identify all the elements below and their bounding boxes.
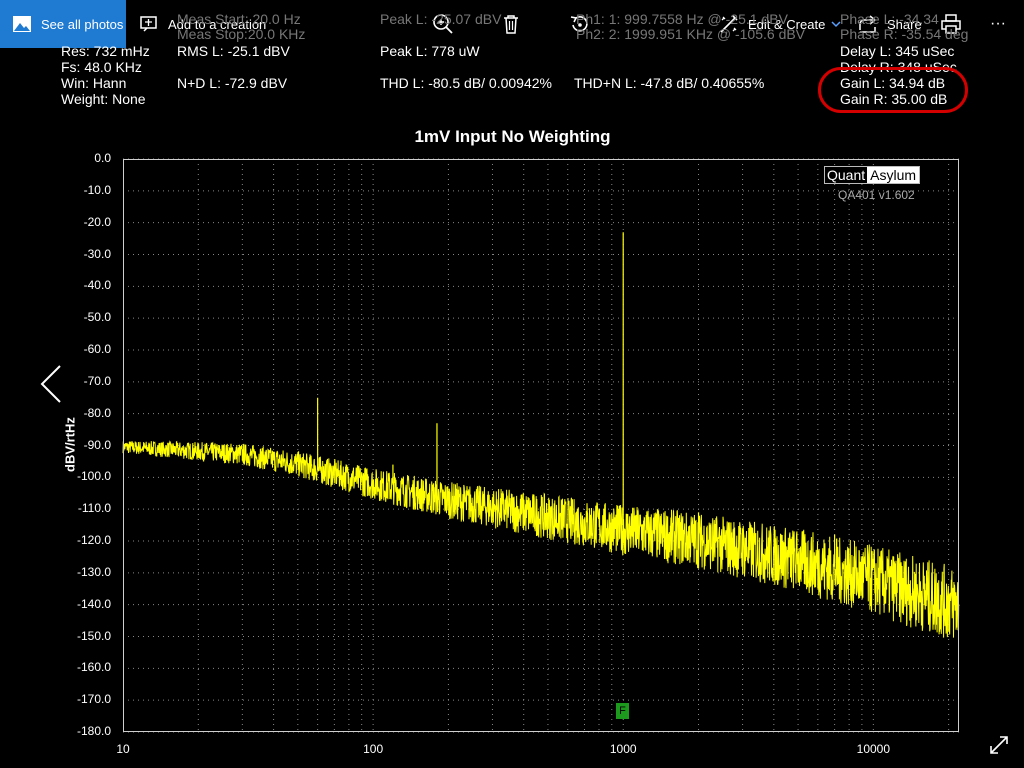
previous-arrow-icon[interactable] xyxy=(38,364,64,404)
readout-win: Win: Hann xyxy=(61,75,127,91)
photo-icon xyxy=(13,16,31,32)
y-tick-label: -10.0 xyxy=(83,182,111,197)
printer-icon xyxy=(941,14,961,34)
version-label: QA401 v1.602 xyxy=(838,188,915,202)
more-icon: ··· xyxy=(990,15,1006,32)
zoom-button[interactable] xyxy=(432,0,454,48)
y-tick-label: -140.0 xyxy=(76,596,111,611)
more-options-button[interactable]: ··· xyxy=(990,0,1006,48)
readout-phase-l: Phase L: -34.34 xyxy=(840,11,939,27)
y-tick-label: -160.0 xyxy=(76,660,111,675)
readout-nd: N+D L: -72.9 dBV xyxy=(177,75,288,91)
x-tick-label: 100 xyxy=(363,742,384,756)
y-tick-label: -40.0 xyxy=(83,278,111,293)
share-icon xyxy=(859,15,877,33)
chart-title: 1mV Input No Weighting xyxy=(414,127,611,146)
y-tick-label: -120.0 xyxy=(76,533,111,547)
add-to-creation-label: Add to a creation xyxy=(168,16,267,32)
share-button[interactable]: Share xyxy=(857,0,922,48)
x-tick-label: 10 xyxy=(116,742,130,756)
spectrum-series xyxy=(122,440,960,638)
chevron-down-icon xyxy=(831,21,841,28)
readout-ph2: Ph2: 2: 1999.951 KHz @ -105.6 dBV xyxy=(576,26,806,42)
expand-icon[interactable] xyxy=(988,734,1010,756)
add-to-creation-button[interactable]: Add to a creation xyxy=(138,0,266,48)
see-all-photos-button[interactable]: See all photos xyxy=(0,0,126,48)
y-tick-label: 0.0 xyxy=(94,151,111,165)
readout-meas-start: Meas Start: 20.0 Hz xyxy=(177,11,301,27)
readout-gain-r: Gain R: 35.00 dB xyxy=(840,91,948,107)
y-tick-label: -180.0 xyxy=(76,724,111,738)
readout-delay-l: Delay L: 345 uSec xyxy=(840,43,955,59)
y-tick-label: -80.0 xyxy=(83,405,111,420)
readout-weight: Weight: None xyxy=(61,91,146,107)
frequency-marker[interactable]: F xyxy=(616,703,629,719)
readout-thdn: THD+N L: -47.8 dB/ 0.40655% xyxy=(574,75,765,91)
readout-res: Res: 732 mHz xyxy=(61,43,150,59)
quantasylum-logo: Quant Asylum xyxy=(824,166,921,184)
y-tick-label: -110.0 xyxy=(77,501,111,516)
readout-fs: Fs: 48.0 KHz xyxy=(61,59,142,75)
edit-create-icon xyxy=(720,15,738,33)
logo-quant: Quant xyxy=(825,167,868,183)
logo-asylum: Asylum xyxy=(867,167,920,183)
readout-thd: THD L: -80.5 dB/ 0.00942% xyxy=(380,75,552,91)
readout-phase-r: Phase R: -35.54 deg xyxy=(840,26,969,42)
y-tick-label: -30.0 xyxy=(83,246,111,261)
creation-icon xyxy=(140,16,157,32)
readout-peak-dbv: Peak L: -25.07 dBV xyxy=(380,11,502,27)
y-tick-label: -90.0 xyxy=(83,437,111,452)
readout-meas-stop: Meas Stop:20.0 KHz xyxy=(177,26,306,42)
x-tick-label: 10000 xyxy=(856,742,891,756)
delete-button[interactable] xyxy=(500,0,522,48)
readout-ph1: Ph1: 1: 999.7558 Hz @ -25.1 dBV xyxy=(576,11,788,27)
y-tick-label: -60.0 xyxy=(83,342,111,356)
see-all-photos-label: See all photos xyxy=(41,16,124,32)
trash-icon xyxy=(504,15,518,34)
readout-rms: RMS L: -25.1 dBV xyxy=(177,43,290,59)
rotate-icon xyxy=(570,16,588,32)
y-tick-label: -50.0 xyxy=(83,310,111,325)
y-tick-label: -170.0 xyxy=(76,692,111,707)
plot-frame xyxy=(123,159,959,732)
readout-gain-l: Gain L: 34.94 dB xyxy=(840,75,946,91)
x-tick-label: 1000 xyxy=(609,742,637,756)
print-button[interactable] xyxy=(940,0,962,48)
y-tick-label: -130.0 xyxy=(76,564,111,579)
edit-create-button[interactable]: Edit & Create xyxy=(718,0,841,48)
edit-create-label: Edit & Create xyxy=(748,16,826,32)
y-tick-label: -20.0 xyxy=(83,214,111,229)
y-tick-label: -100.0 xyxy=(76,469,111,484)
share-label: Share xyxy=(887,16,922,32)
zoom-in-icon xyxy=(433,14,453,34)
y-tick-label: -150.0 xyxy=(76,628,111,643)
readout-peak-w: Peak L: 778 uW xyxy=(380,43,480,59)
y-tick-label: -70.0 xyxy=(83,373,111,388)
gain-highlight-circle xyxy=(818,67,968,113)
rotate-button[interactable] xyxy=(568,0,590,48)
